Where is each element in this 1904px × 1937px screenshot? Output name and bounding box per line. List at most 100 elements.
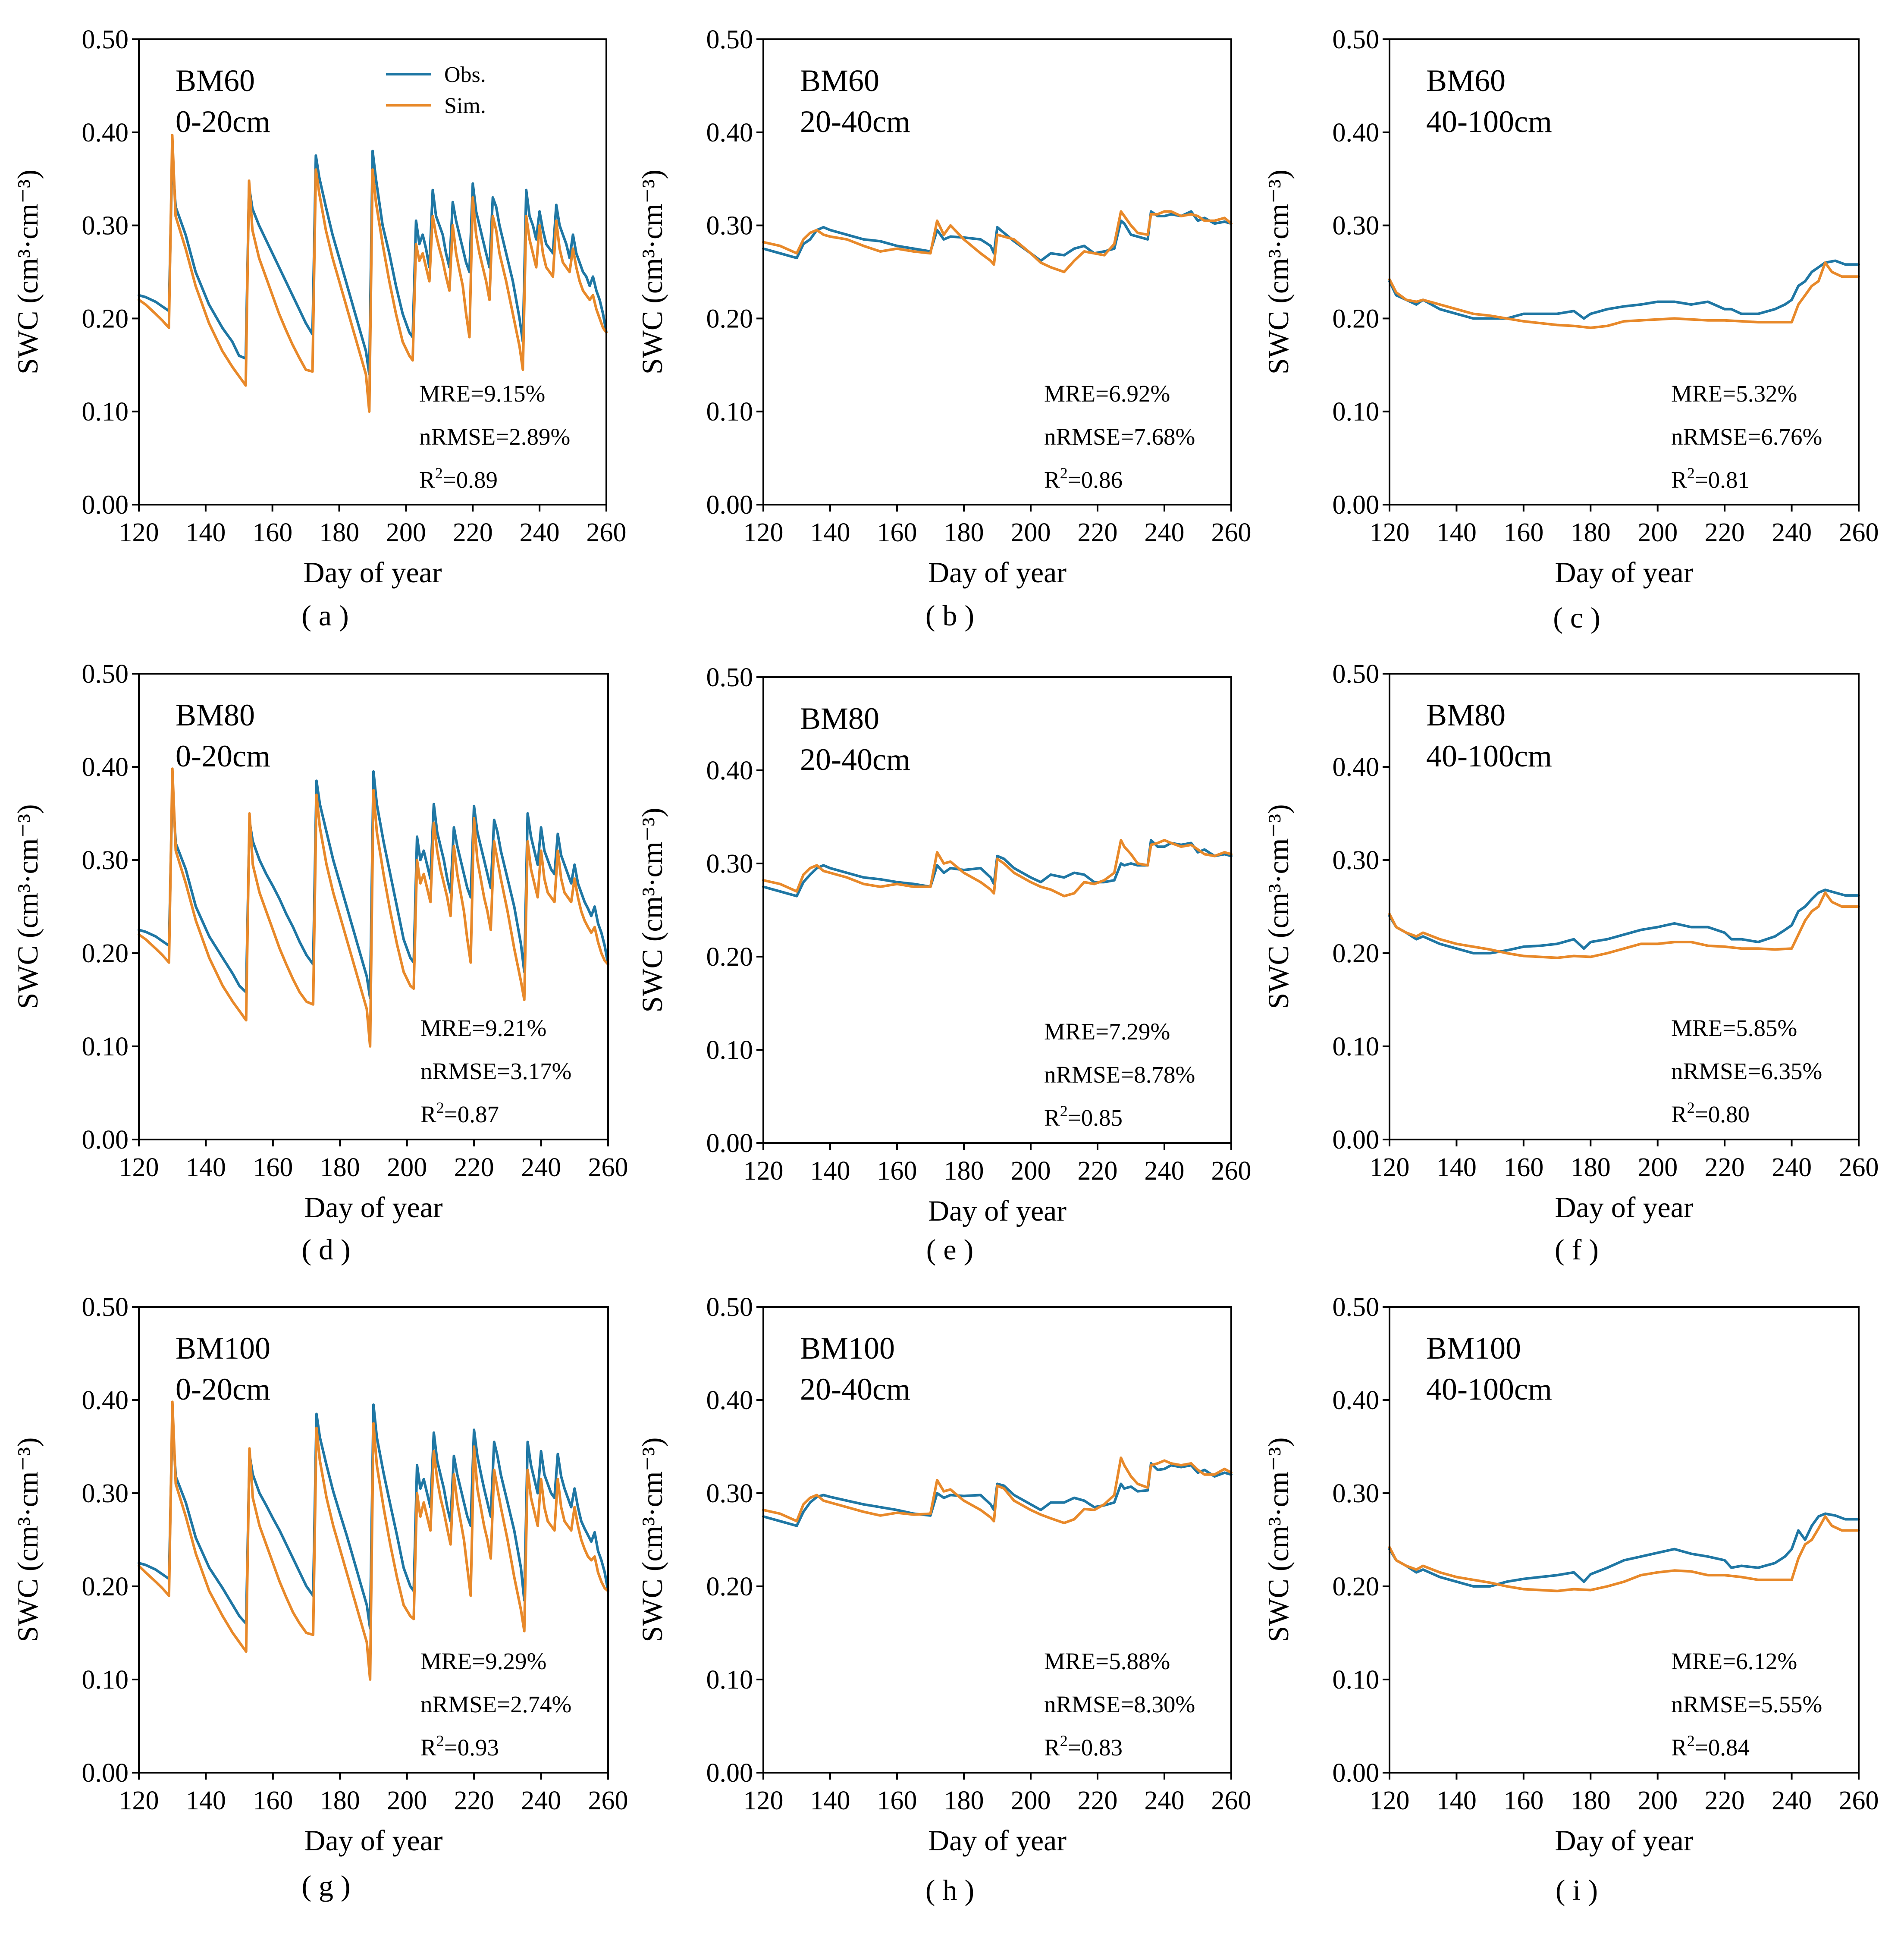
depth-label: 40-100cm — [1426, 1372, 1552, 1406]
x-tick-label: 140 — [1437, 518, 1477, 547]
y-tick-label: 0.00 — [1333, 1758, 1380, 1788]
y-tick-label: 0.40 — [706, 118, 753, 148]
y-tick-label: 0.30 — [82, 211, 129, 241]
obs-line — [138, 770, 609, 999]
y-tick-label: 0.50 — [1333, 659, 1380, 689]
y-tick-label: 0.40 — [1333, 118, 1380, 148]
x-tick-label: 260 — [1211, 1786, 1252, 1815]
y-tick-label: 0.00 — [1333, 490, 1380, 520]
obs-line — [762, 1462, 1233, 1527]
y-axis-label: SWC (cm³·cm⁻³) — [1262, 1437, 1295, 1642]
panel-a: 120 140 160 180 200 220 240 260 0.00 0.10 0.20 0.30… — [11, 25, 627, 632]
y-tick-label: 0.20 — [1333, 304, 1380, 333]
stat-nrmse: nRMSE=8.30% — [1044, 1691, 1195, 1717]
y-axis-label: SWC (cm³·cm⁻³) — [11, 1437, 44, 1642]
panel-caption: ( h ) — [925, 1874, 974, 1906]
y-tick-label: 0.40 — [1333, 753, 1380, 782]
treatment-label: BM100 — [1426, 1331, 1521, 1366]
y-axis-label: SWC (cm³·cm⁻³) — [636, 1437, 668, 1642]
depth-label: 0-20cm — [176, 1372, 270, 1406]
stat-nrmse: nRMSE=7.68% — [1044, 424, 1195, 450]
x-tick-label: 180 — [1571, 1786, 1611, 1815]
x-tick-label: 260 — [1839, 1786, 1879, 1815]
stat-r2: R2=0.80 — [1671, 1099, 1750, 1127]
y-tick-label: 0.50 — [82, 25, 129, 54]
x-tick-label: 160 — [252, 518, 292, 547]
x-tick-label: 120 — [119, 518, 159, 547]
x-tick-label: 120 — [743, 1156, 784, 1186]
plot-frame — [1389, 673, 1860, 1140]
stat-mre: MRE=7.29% — [1044, 1018, 1170, 1045]
x-tick-label: 180 — [944, 1786, 984, 1815]
panel-caption: ( f ) — [1555, 1233, 1599, 1266]
panel-caption: ( e ) — [926, 1233, 973, 1266]
sim-line — [1388, 261, 1860, 329]
y-tick-label: 0.30 — [1333, 846, 1380, 875]
y-axis-label: SWC (cm³·cm⁻³) — [11, 804, 44, 1009]
sim-line — [762, 839, 1233, 898]
x-tick-label: 140 — [810, 1786, 850, 1815]
x-tick-label: 260 — [588, 1153, 628, 1182]
x-tick-label: 140 — [185, 518, 226, 547]
sim-line — [138, 1400, 609, 1681]
y-tick-label: 0.50 — [706, 25, 753, 54]
x-tick-label: 160 — [1503, 1786, 1543, 1815]
x-tick-label: 140 — [186, 1786, 226, 1815]
x-axis-label: Day of year — [928, 1194, 1066, 1227]
x-tick-label: 260 — [1211, 1156, 1252, 1186]
y-tick-label: 0.10 — [706, 1036, 753, 1065]
treatment-label: BM80 — [176, 698, 255, 732]
y-tick-label: 0.20 — [706, 1572, 753, 1601]
y-axis-label: SWC (cm³·cm⁻³) — [1262, 804, 1295, 1009]
y-tick-label: 0.40 — [82, 118, 129, 148]
stat-mre: MRE=6.92% — [1044, 380, 1170, 407]
y-tick-label: 0.00 — [1333, 1125, 1380, 1155]
x-tick-label: 240 — [1772, 1153, 1812, 1182]
treatment-label: BM80 — [800, 701, 879, 736]
stat-mre: MRE=9.15% — [419, 380, 545, 407]
x-tick-label: 220 — [1078, 1156, 1118, 1186]
panel-g: 120 140 160 180 200 220 240 260 0.00 0.10 0.20 0.30… — [11, 1293, 628, 1902]
x-tick-label: 220 — [453, 518, 493, 547]
x-tick-label: 160 — [877, 1156, 917, 1186]
x-tick-label: 200 — [387, 1153, 427, 1182]
x-tick-label: 220 — [1078, 1786, 1118, 1815]
y-tick-label: 0.20 — [82, 304, 129, 333]
panel-caption: ( d ) — [301, 1233, 350, 1266]
y-tick-label: 0.30 — [1333, 1479, 1380, 1508]
x-tick-label: 140 — [810, 518, 850, 547]
panel-c: 120 140 160 180 200 220 240 260 0.00 0.10 0.20 0.30… — [1262, 25, 1879, 634]
x-tick-label: 260 — [588, 1786, 628, 1815]
x-tick-label: 160 — [1503, 1153, 1543, 1182]
y-tick-label: 0.00 — [706, 490, 753, 520]
y-tick-label: 0.40 — [82, 1386, 129, 1415]
x-tick-label: 180 — [944, 518, 984, 547]
y-tick-label: 0.50 — [1333, 1293, 1380, 1322]
x-tick-label: 240 — [520, 518, 560, 547]
x-axis-label: Day of year — [304, 556, 442, 589]
x-axis-label: Day of year — [304, 1824, 443, 1857]
x-axis-label: Day of year — [1555, 1191, 1694, 1224]
x-tick-label: 240 — [521, 1786, 561, 1815]
y-tick-label: 0.40 — [82, 753, 129, 782]
plot-frame — [762, 1306, 1232, 1774]
sim-line — [1388, 891, 1860, 959]
y-tick-label: 0.40 — [706, 756, 753, 785]
plot-frame — [762, 38, 1232, 505]
y-tick-label: 0.00 — [706, 1129, 753, 1158]
y-tick-label: 0.00 — [82, 1758, 129, 1788]
y-axis-label: SWC (cm³·cm⁻³) — [636, 807, 668, 1012]
x-tick-label: 140 — [1437, 1786, 1477, 1815]
x-tick-label: 120 — [119, 1786, 159, 1815]
x-tick-label: 240 — [521, 1153, 561, 1182]
sim-line — [762, 210, 1233, 273]
x-tick-label: 200 — [1637, 1153, 1678, 1182]
panel-caption: ( c ) — [1553, 601, 1600, 634]
x-tick-label: 140 — [810, 1156, 850, 1186]
x-tick-label: 140 — [186, 1153, 226, 1182]
y-tick-label: 0.10 — [706, 1665, 753, 1695]
x-tick-label: 120 — [1370, 518, 1410, 547]
sim-line — [1388, 1515, 1860, 1592]
depth-label: 20-40cm — [800, 742, 910, 777]
